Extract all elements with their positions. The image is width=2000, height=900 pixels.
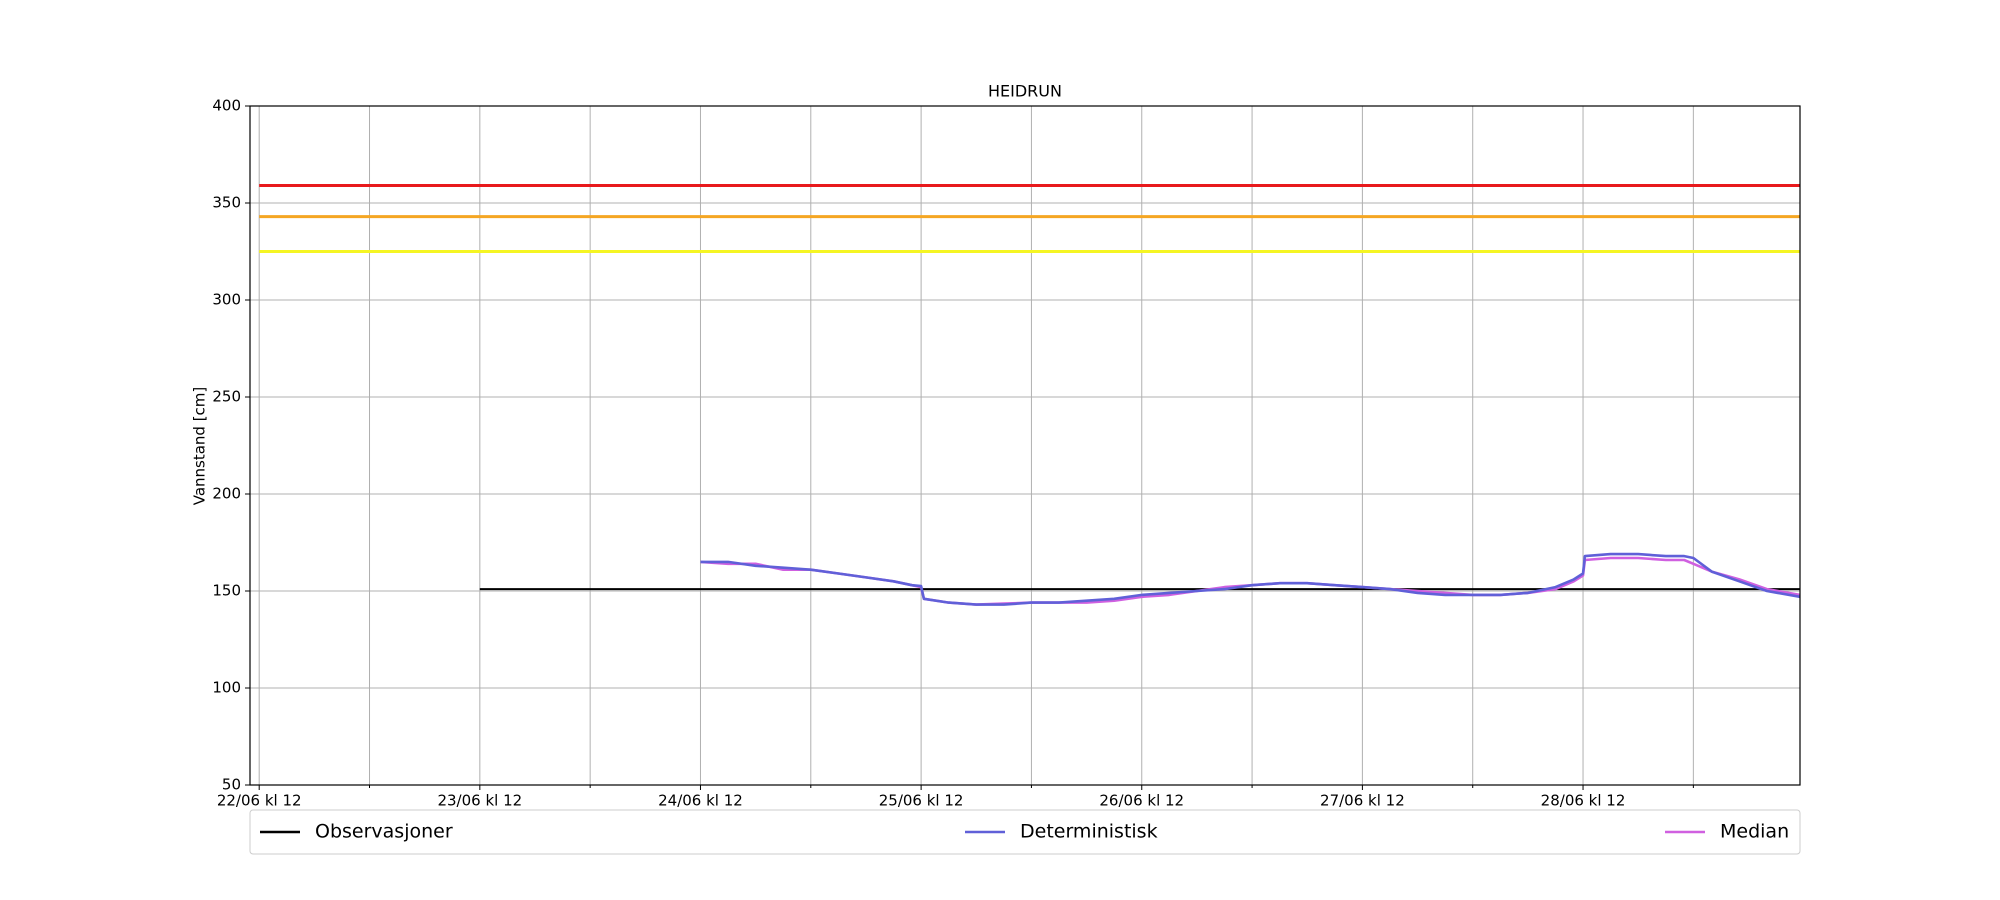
legend-label: Deterministisk: [1020, 821, 1158, 843]
y-axis-label: Vannstand [cm]: [191, 387, 209, 506]
legend-box: [249, 809, 1801, 855]
y-tick-label: 250: [212, 388, 241, 406]
plot-frame: [249, 105, 1801, 786]
x-tick-label: 26/06 kl 12: [1099, 792, 1184, 810]
legend-label: Observasjoner: [315, 821, 453, 843]
y-tick-label: 350: [212, 194, 241, 212]
y-tick-label: 50: [222, 776, 241, 794]
x-tick-label: 22/06 kl 12: [217, 792, 302, 810]
x-tick-label: 24/06 kl 12: [658, 792, 743, 810]
series-line: [700, 552, 1801, 606]
y-tick-label: 200: [212, 485, 241, 503]
y-tick-label: 300: [212, 291, 241, 309]
legend-label: Median: [1720, 821, 1789, 843]
x-tick-label: 27/06 kl 12: [1320, 792, 1405, 810]
chart-title: HEIDRUN: [988, 82, 1062, 101]
x-tick-label: 28/06 kl 12: [1541, 792, 1626, 810]
y-tick-label: 150: [212, 582, 241, 600]
y-tick-label: 100: [212, 679, 241, 697]
series-line: [700, 556, 1801, 606]
x-tick-label: 23/06 kl 12: [437, 792, 522, 810]
x-tick-label: 25/06 kl 12: [879, 792, 964, 810]
y-tick-label: 400: [212, 97, 241, 115]
